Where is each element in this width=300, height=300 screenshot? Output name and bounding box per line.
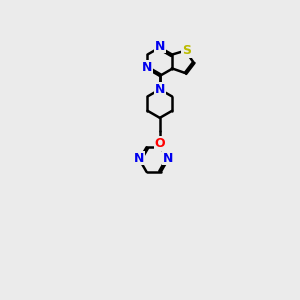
Text: N: N [134, 152, 145, 165]
Text: S: S [182, 44, 191, 57]
Text: N: N [142, 61, 153, 74]
Text: N: N [163, 152, 173, 165]
Text: N: N [154, 40, 165, 53]
Text: N: N [154, 83, 165, 96]
Text: O: O [154, 137, 165, 150]
